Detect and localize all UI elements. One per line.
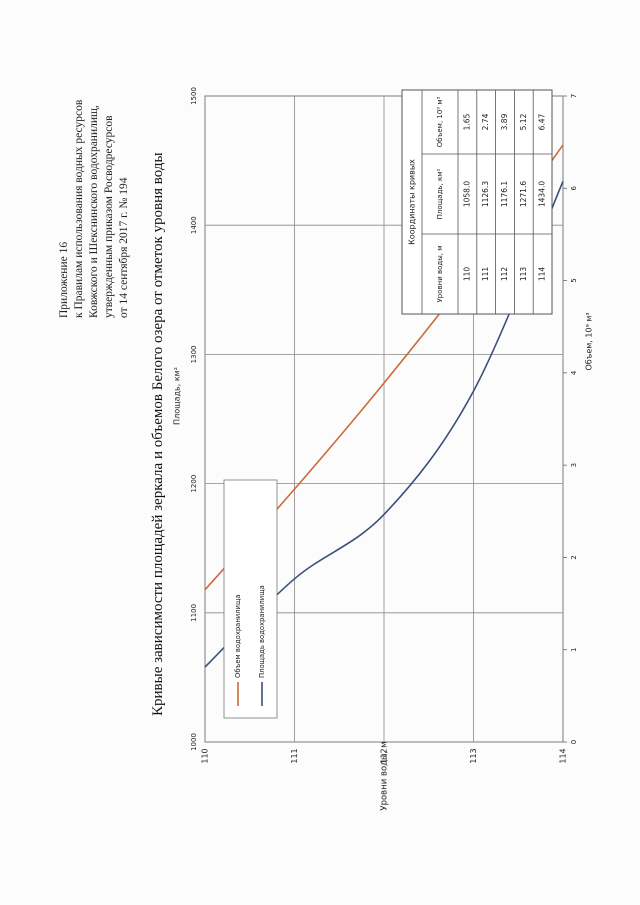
x-area-axis-label: Площадь, км² (173, 367, 182, 425)
area-tick-label: 1500 (190, 87, 198, 105)
table-cell: 1.65 (462, 113, 471, 130)
table-cell: 112 (500, 267, 509, 282)
volume-tick-label: 7 (570, 94, 578, 98)
x-volume-axis-label: Объем, 10⁹ м³ (585, 312, 594, 370)
volume-tick-label: 5 (570, 278, 578, 282)
table-cell: 1434.0 (538, 181, 547, 207)
table-cell: 5.12 (519, 113, 528, 130)
table-cell: 3.89 (500, 113, 509, 130)
table-header-cell: Объем, 10⁹ м³ (436, 96, 444, 147)
area-tick-label: 1200 (190, 475, 198, 493)
table-title: Координаты кривых (408, 159, 417, 245)
table-cell: 6.47 (538, 113, 547, 130)
area-tick-label: 1400 (190, 216, 198, 234)
table-cell: 114 (538, 267, 547, 282)
table-cell: 1271.6 (519, 181, 528, 207)
area-tick-label: 1000 (190, 733, 198, 751)
level-tick-label: 113 (469, 748, 478, 763)
table-cell: 1126.3 (481, 181, 490, 207)
level-tick-label: 112 (380, 748, 389, 763)
level-tick-label: 110 (201, 748, 210, 763)
volume-tick-label: 6 (570, 186, 578, 191)
table-cell: 1058.0 (462, 181, 471, 207)
legend-label: Объем водохранилища (234, 594, 242, 678)
table-cell: 2.74 (481, 113, 490, 130)
table-cell: 110 (462, 267, 471, 282)
table-header-cell: Площадь, км² (436, 168, 444, 219)
table-cell: 111 (481, 267, 490, 282)
level-tick-label: 114 (559, 748, 568, 763)
volume-tick-label: 4 (570, 370, 578, 375)
volume-tick-label: 3 (570, 463, 578, 467)
y-axis-label: Уровни воды, м (380, 741, 390, 810)
table-header-cell: Уровни воды, м (436, 246, 444, 303)
level-tick-label: 111 (290, 748, 299, 763)
volume-tick-label: 0 (570, 740, 578, 744)
table-cell: 113 (519, 267, 528, 282)
legend-label: Площадь водохранилища (258, 585, 266, 678)
area-tick-label: 1100 (190, 604, 198, 622)
volume-tick-label: 2 (570, 555, 578, 559)
table-cell: 1176.1 (500, 181, 509, 207)
volume-tick-label: 1 (570, 647, 578, 651)
legend-box (223, 479, 278, 719)
area-tick-label: 1300 (190, 345, 198, 363)
